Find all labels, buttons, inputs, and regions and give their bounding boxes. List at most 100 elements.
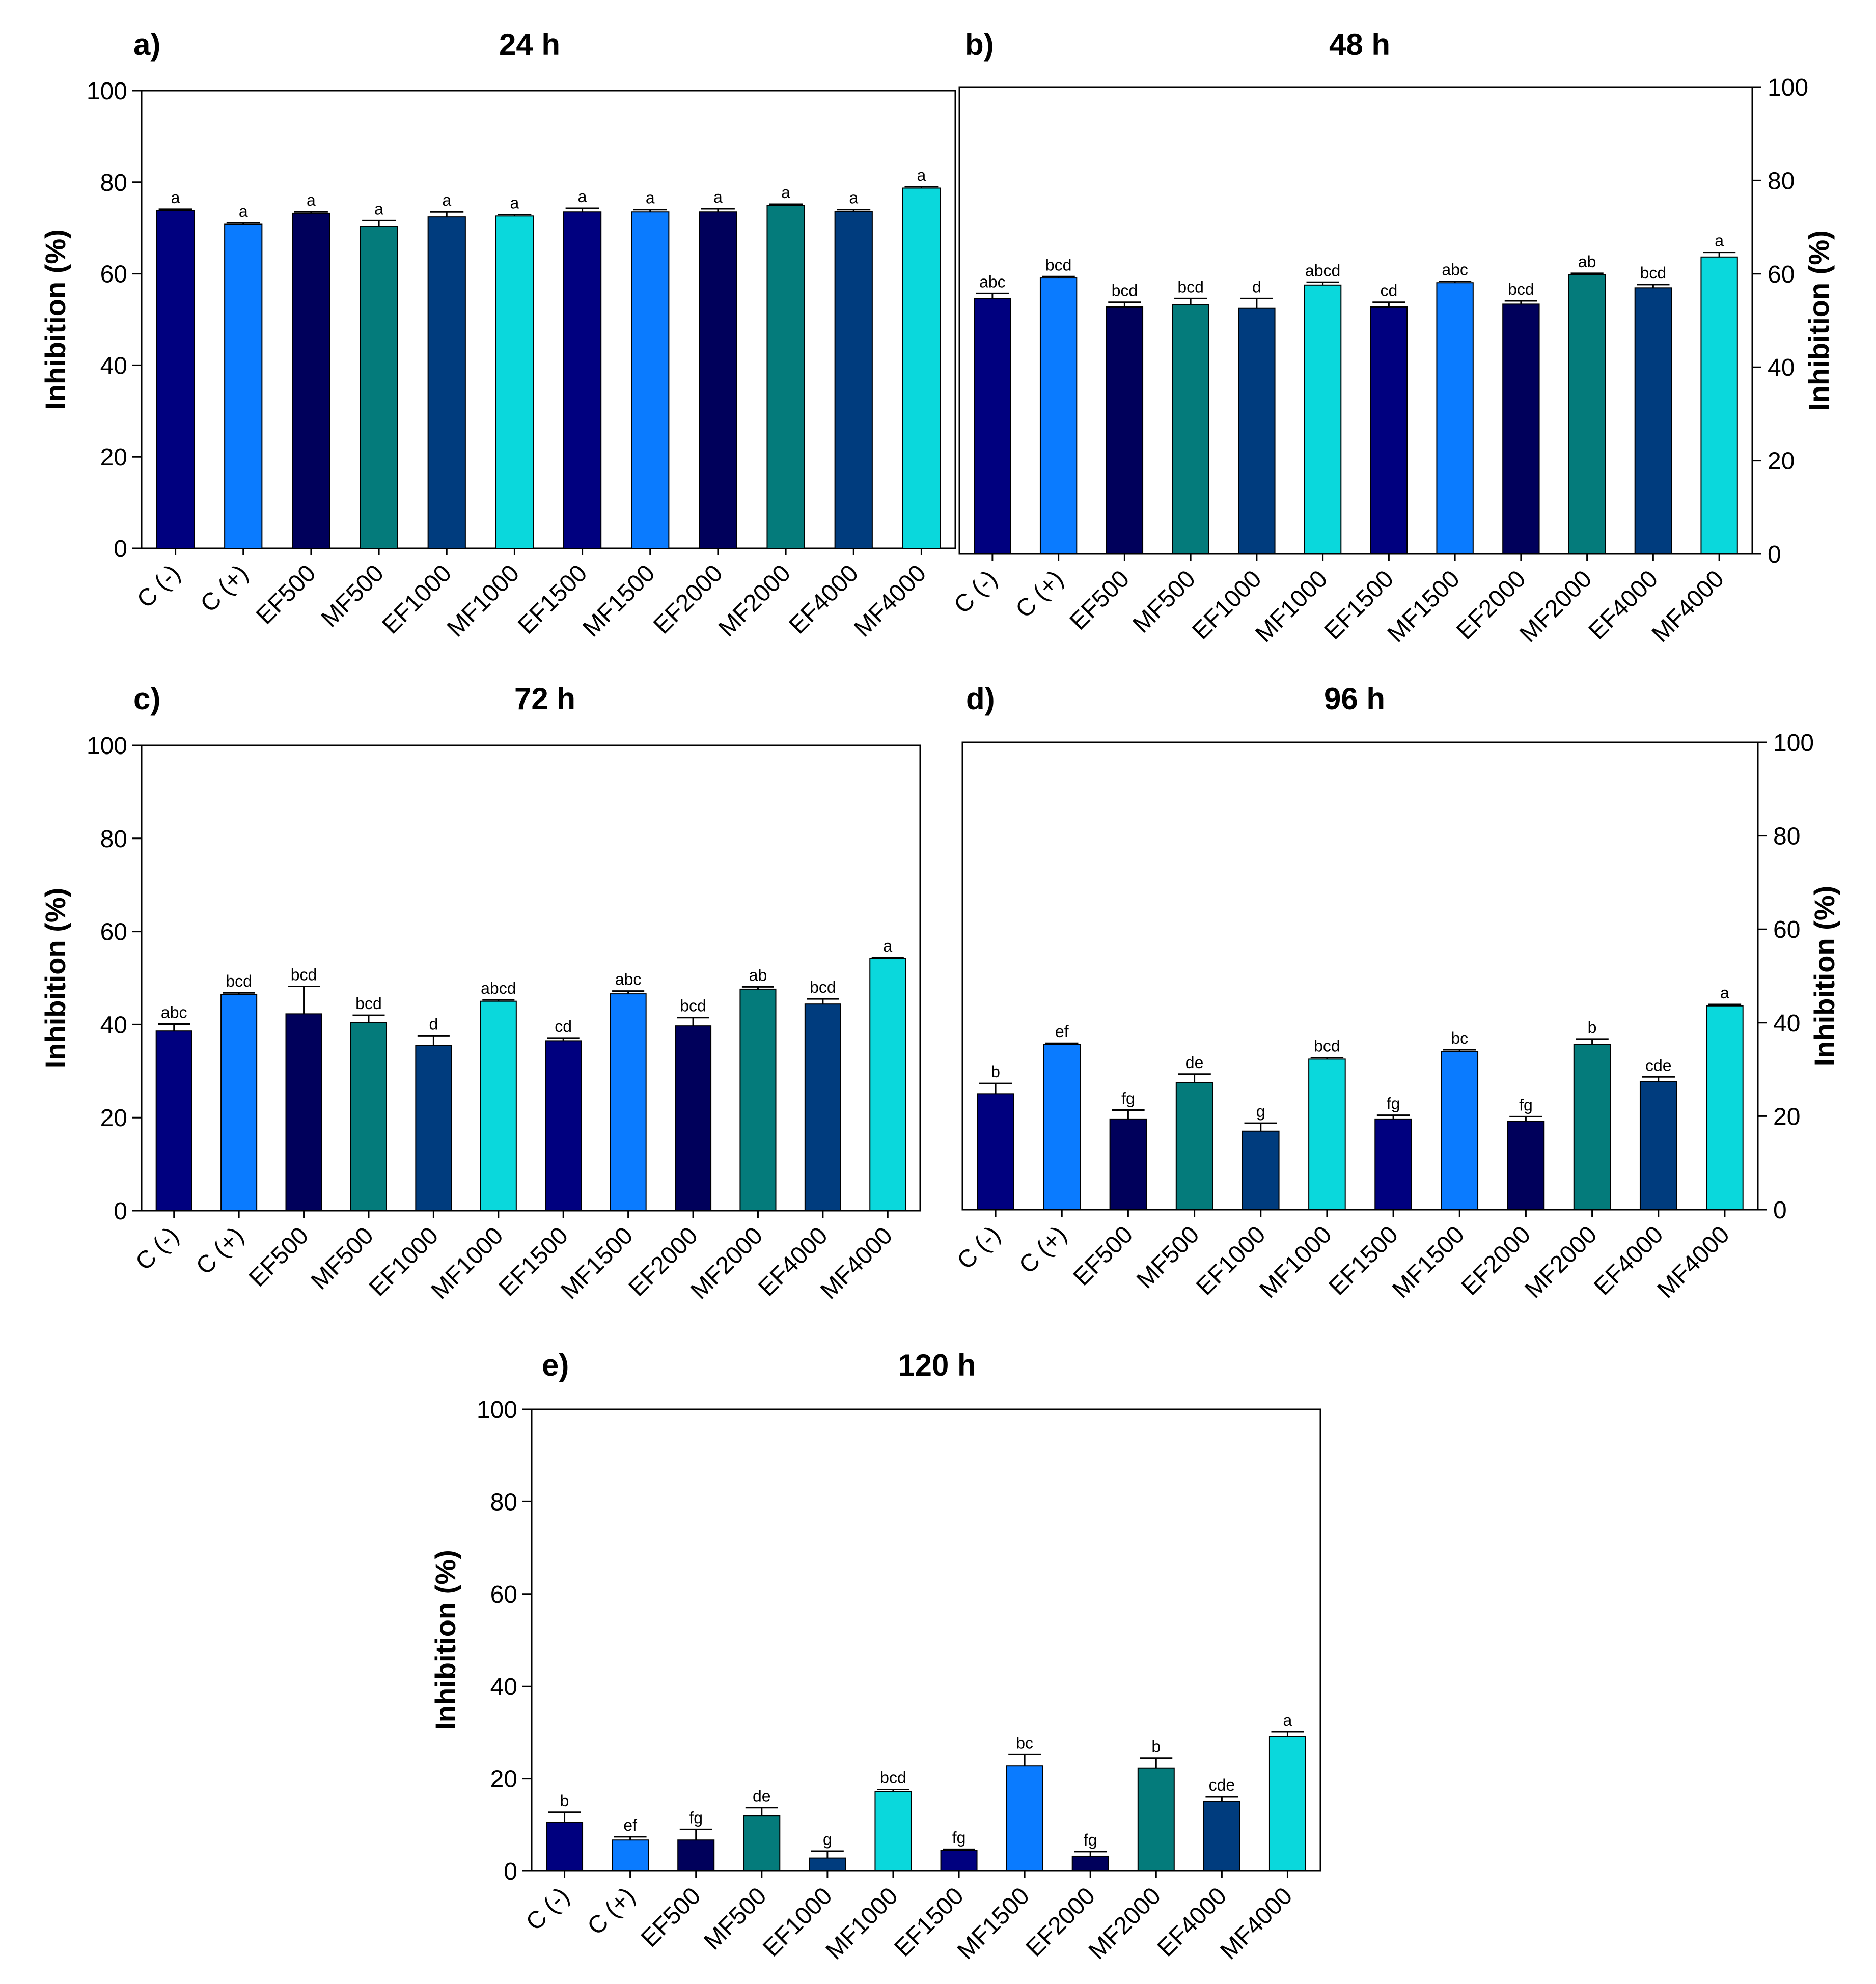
x-tick-label: MF1500: [1383, 565, 1465, 648]
bar: [155, 1030, 192, 1212]
significance-label: a: [239, 202, 248, 220]
y-tick-label: 100: [1768, 74, 1808, 101]
y-tick-label: 20: [100, 444, 127, 471]
y-tick-label: 40: [100, 1012, 127, 1039]
significance-label: b: [1588, 1018, 1597, 1037]
y-tick-label: 100: [87, 78, 127, 105]
x-tick-label: MF4000: [849, 560, 931, 642]
significance-label: a: [917, 166, 926, 184]
chart-panel-2: b) 48 h 0 20 40 60 80 100 Inhibition (%) abc C (-)…: [949, 27, 1835, 648]
x-tick-label: MF1000: [426, 1222, 509, 1304]
y-tick-label: 60: [1768, 261, 1795, 288]
significance-label: ef: [1055, 1022, 1069, 1041]
significance-label: abcd: [1305, 261, 1340, 280]
bar: [809, 1857, 846, 1872]
x-tick-label: EF1500: [513, 560, 592, 639]
bar: [1308, 1058, 1346, 1211]
bar: [940, 1850, 978, 1872]
significance-label: a: [646, 189, 655, 207]
significance-label: a: [374, 200, 383, 218]
significance-label: b: [991, 1063, 1000, 1081]
significance-label: a: [510, 194, 519, 212]
bar: [1374, 1118, 1412, 1210]
significance-label: ab: [1578, 253, 1596, 271]
bar: [1568, 274, 1606, 554]
bar: [1039, 277, 1078, 554]
panel-letter: b): [965, 27, 994, 62]
bar: [804, 1003, 841, 1211]
bar: [1502, 303, 1540, 555]
x-tick-label: MF1000: [442, 560, 525, 642]
bar: [739, 988, 777, 1212]
significance-label: ef: [623, 1816, 637, 1834]
significance-label: a: [713, 188, 723, 206]
x-tick-label: EF1000: [377, 560, 457, 639]
bar: [869, 958, 906, 1212]
y-tick-label: 80: [1768, 167, 1795, 194]
bar: [977, 1093, 1014, 1210]
bar: [1268, 1736, 1306, 1871]
bar: [563, 211, 602, 549]
y-axis-label: Inhibition (%): [1808, 886, 1840, 1067]
x-tick-label: EF2000: [648, 560, 728, 639]
significance-label: fg: [1387, 1095, 1400, 1113]
bar: [224, 223, 263, 549]
panel-title: 48 h: [1329, 27, 1390, 62]
bar: [285, 1013, 322, 1212]
bar: [1203, 1801, 1240, 1871]
significance-label: bcd: [1045, 256, 1072, 274]
significance-label: ab: [749, 966, 767, 984]
y-tick-label: 0: [1773, 1197, 1787, 1224]
significance-label: a: [578, 187, 587, 206]
significance-label: bcd: [1314, 1037, 1340, 1055]
significance-label: cd: [555, 1017, 572, 1036]
significance-label: b: [1151, 1738, 1161, 1756]
bar: [766, 205, 805, 549]
plot-frame: [141, 90, 956, 549]
significance-label: abc: [161, 1003, 187, 1021]
bar: [1706, 1005, 1744, 1210]
x-tick-label: MF2000: [685, 1222, 768, 1304]
bar: [1172, 304, 1209, 555]
bar: [350, 1022, 387, 1212]
significance-label: fg: [1084, 1831, 1097, 1849]
y-axis-label: Inhibition (%): [39, 229, 71, 410]
y-tick-label: 20: [1768, 448, 1795, 475]
significance-label: fg: [689, 1808, 703, 1827]
bar: [902, 187, 941, 549]
plot-frame: [958, 86, 1753, 555]
significance-label: bcd: [355, 994, 382, 1013]
bar: [1436, 282, 1474, 554]
x-tick-label: MF1500: [1387, 1221, 1470, 1303]
significance-label: bcd: [1177, 277, 1204, 296]
y-tick-label: 60: [1773, 916, 1800, 943]
bar: [1175, 1082, 1213, 1210]
significance-label: bcd: [680, 997, 706, 1015]
significance-label: bcd: [810, 978, 836, 996]
y-tick-label: 80: [100, 826, 127, 853]
x-tick-label: C (-): [130, 1222, 184, 1275]
bar: [220, 993, 258, 1211]
y-tick-label: 40: [490, 1673, 517, 1700]
bar: [1370, 306, 1408, 554]
x-tick-label: MF1500: [556, 1222, 638, 1304]
y-tick-label: 0: [114, 536, 127, 563]
y-tick-label: 100: [1773, 730, 1814, 757]
bar: [743, 1815, 781, 1871]
significance-label: bcd: [880, 1768, 906, 1786]
bar: [1573, 1044, 1611, 1211]
significance-label: bcd: [226, 972, 252, 990]
bar: [677, 1839, 715, 1871]
bar: [545, 1040, 582, 1211]
y-tick-label: 100: [477, 1396, 517, 1423]
bar: [610, 993, 647, 1212]
significance-label: a: [883, 937, 892, 955]
significance-label: a: [1720, 984, 1729, 1002]
y-tick-label: 100: [87, 733, 127, 760]
bar: [1639, 1081, 1677, 1211]
x-tick-label: MF1500: [952, 1882, 1035, 1965]
x-tick-label: MF2000: [1520, 1221, 1602, 1303]
significance-label: abc: [615, 970, 642, 989]
significance-label: a: [442, 191, 451, 209]
x-tick-label: EF500: [1068, 1221, 1138, 1291]
